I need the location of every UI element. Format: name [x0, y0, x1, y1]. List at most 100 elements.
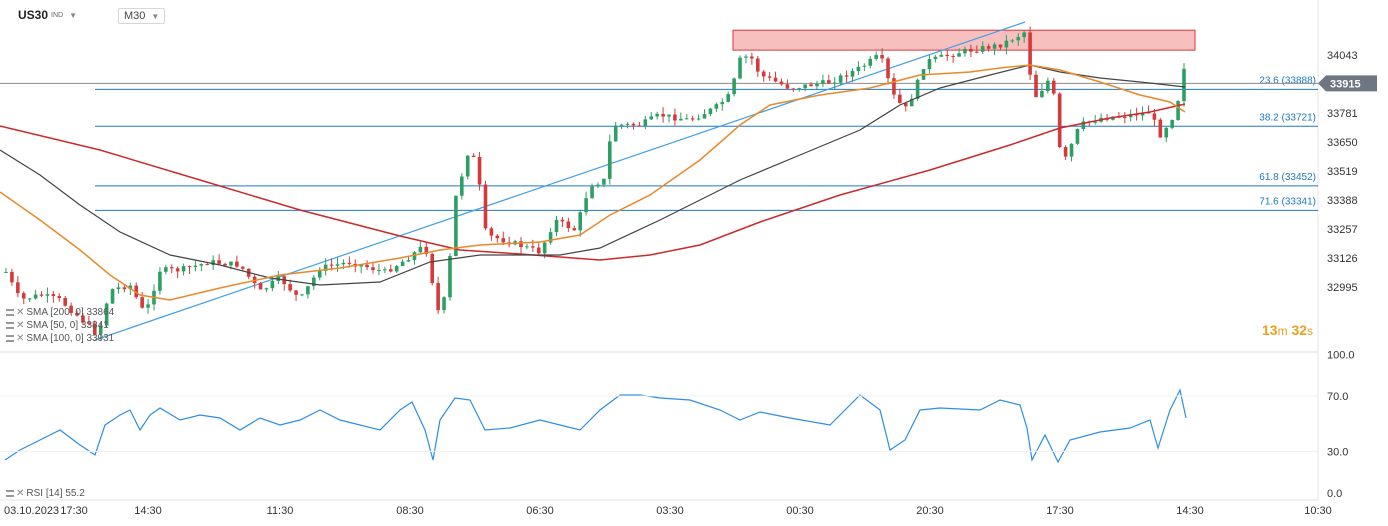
sma-legend-row[interactable]: ✕ SMA [100, 0] 33931: [6, 332, 114, 345]
candle-body: [175, 268, 180, 272]
sma-legend-row[interactable]: ✕ SMA [200, 0] 33864: [6, 306, 114, 319]
candle-body: [181, 266, 186, 272]
candle-body: [1182, 68, 1186, 102]
sma-legend-row[interactable]: ✕ SMA [50, 0] 33841: [6, 319, 114, 332]
rsi-tick-label: 100.0: [1327, 349, 1355, 361]
candle-body: [335, 264, 340, 266]
candle-body: [548, 232, 553, 243]
candle-body: [116, 287, 121, 290]
candle-body: [122, 287, 127, 290]
candle-body: [821, 80, 825, 84]
candle-body: [465, 155, 470, 177]
candle-body: [16, 282, 20, 294]
candle-body: [1164, 127, 1169, 138]
candle-body: [489, 228, 494, 236]
rsi-tick-label: 70.0: [1327, 391, 1348, 403]
candle-body: [258, 283, 263, 290]
candle-body: [205, 264, 210, 266]
candle-body: [809, 84, 813, 87]
fib-level-label: 23.6 (33888): [1259, 75, 1316, 86]
price-tick-label: 33388: [1327, 195, 1358, 207]
fib-level-label: 71.6 (33341): [1259, 196, 1316, 207]
candle-body: [1016, 37, 1021, 41]
candle-body: [1176, 101, 1180, 121]
time-tick-label: 03.10.2023: [4, 505, 59, 517]
candle-body: [827, 80, 831, 84]
close-icon[interactable]: ✕: [16, 333, 25, 344]
candle-body: [51, 294, 56, 297]
triangle-down-icon[interactable]: ▼: [69, 10, 78, 20]
candle-body: [838, 75, 843, 83]
candle-body: [1063, 147, 1068, 157]
time-tick-label: 00:30: [786, 505, 814, 517]
candle-body: [773, 77, 778, 82]
current-price-label: 33915: [1330, 78, 1361, 90]
candle-body: [625, 123, 630, 125]
candle-body: [430, 253, 435, 284]
candle-body: [702, 114, 707, 119]
candle-body: [164, 267, 168, 272]
candle-body: [57, 296, 62, 298]
candle-body: [673, 114, 677, 121]
candle-body: [1040, 90, 1044, 98]
candle-body: [199, 264, 204, 266]
candle-body: [667, 114, 671, 117]
candle-body: [388, 269, 393, 272]
candle-body: [560, 219, 565, 222]
candle-body: [4, 271, 8, 273]
candle-body: [406, 260, 411, 262]
candle-body: [128, 285, 133, 290]
candle-body: [578, 212, 583, 231]
candle-body: [679, 118, 683, 121]
candle-body: [264, 288, 269, 290]
settings-icon[interactable]: [6, 308, 14, 316]
sma-100-line: [0, 64, 1186, 286]
price-tick-label: 33781: [1327, 108, 1358, 120]
close-icon[interactable]: ✕: [16, 320, 25, 331]
sma-50-line: [0, 64, 1186, 301]
candle-body: [329, 264, 334, 266]
candle-body: [862, 65, 867, 67]
candle-body: [193, 265, 198, 268]
rsi-legend[interactable]: ✕ RSI [14] 55.2: [6, 487, 85, 500]
candle-body: [708, 108, 713, 115]
candle-body: [619, 124, 624, 126]
candle-body: [104, 303, 109, 326]
time-tick-label: 11:30: [267, 505, 294, 517]
settings-icon[interactable]: [6, 321, 14, 329]
candle-body: [460, 176, 464, 196]
candle-body: [892, 78, 896, 95]
candle-body: [637, 125, 642, 127]
symbol-selector[interactable]: US30 IND ▼: [18, 8, 77, 22]
candle-body: [1170, 120, 1174, 128]
candle-body: [596, 184, 600, 187]
candle-body: [880, 55, 884, 59]
price-tick-label: 33519: [1327, 166, 1358, 178]
candle-body: [850, 70, 855, 77]
candle-body: [951, 56, 955, 58]
candle-body: [732, 78, 736, 95]
candle-body: [323, 264, 328, 271]
candle-body: [957, 53, 961, 57]
candle-body: [584, 198, 588, 213]
timeframe-selector[interactable]: M30 ▼: [118, 8, 166, 24]
settings-icon[interactable]: [6, 334, 14, 342]
candle-body: [288, 284, 292, 291]
candle-body: [939, 54, 944, 57]
close-icon[interactable]: ✕: [16, 488, 25, 499]
candle-body: [649, 116, 654, 120]
candle-body: [566, 221, 571, 229]
candle-body: [1028, 32, 1032, 75]
candle-body: [371, 267, 375, 271]
candle-body: [211, 260, 215, 266]
time-tick-label: 06:30: [526, 505, 554, 517]
close-icon[interactable]: ✕: [16, 307, 25, 318]
candle-body: [10, 271, 14, 283]
candle-body: [631, 123, 636, 126]
candle-body: [655, 113, 659, 117]
timeframe-label: M30: [124, 10, 146, 22]
candle-body: [1123, 116, 1127, 118]
candle-body: [726, 94, 730, 102]
settings-icon[interactable]: [6, 489, 14, 497]
